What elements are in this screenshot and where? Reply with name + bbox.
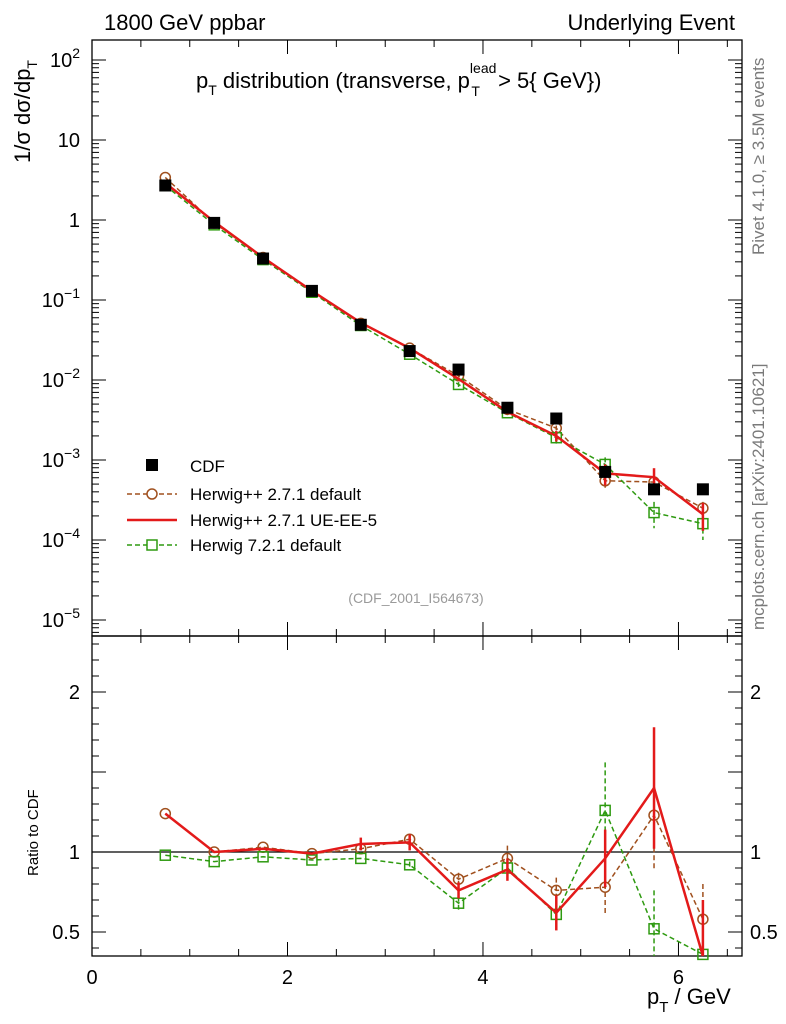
header-right: Underlying Event — [567, 10, 735, 35]
ratio-line-3 — [165, 808, 704, 956]
y-tick-label-ratio-right: 1 — [750, 842, 761, 864]
xlabel-sub: T — [659, 999, 668, 1016]
ratio-point-1 — [159, 807, 172, 820]
y-tick-label-ratio-right: 2 — [750, 682, 761, 704]
axis-ticks: 0 2 4 6 102 10 1 10−1 10−2 10−3 10−4 10−5 0.5 0.5 1 1 2 2 — [42, 40, 778, 989]
main-line-2 — [164, 182, 704, 516]
title-p: p — [196, 68, 208, 93]
cdf-data-point — [501, 401, 514, 414]
x-tick-label: 6 — [673, 967, 684, 989]
main-series — [159, 171, 709, 540]
cdf-data-point — [648, 483, 661, 496]
legend-item-herwigpp-default: Herwig++ 2.7.1 default — [127, 485, 361, 504]
y-tick-label-main: 10−2 — [42, 365, 80, 392]
legend-herwig721-label: Herwig 7.2.1 default — [190, 536, 341, 555]
ratio-point-3 — [208, 855, 220, 868]
legend-item-herwig721: Herwig 7.2.1 default — [127, 536, 341, 555]
legend-cdf-marker — [146, 459, 158, 471]
title-sup-lead: lead — [470, 60, 496, 76]
cdf-data-point — [696, 483, 709, 496]
cdf-data-point — [305, 284, 318, 297]
legend-herwigpp-ueee5-label: Herwig++ 2.7.1 UE-EE-5 — [190, 511, 377, 530]
ratio-panel-frame — [91, 635, 743, 957]
x-tick-label: 4 — [477, 967, 488, 989]
y-tick-label-main: 1 — [69, 210, 80, 232]
cdf-data-point — [550, 412, 563, 425]
x-tick-label: 2 — [282, 967, 293, 989]
main-ylabel-sub: T — [24, 60, 40, 69]
cdf-data-point — [159, 179, 172, 192]
xlabel-rest: / GeV — [668, 984, 731, 1009]
cdf-data-point — [403, 345, 416, 358]
xlabel-p: p — [647, 984, 659, 1009]
main-point-3 — [648, 506, 660, 519]
ratio-point-3 — [159, 849, 172, 861]
ratio-point-3 — [257, 851, 269, 863]
y-tick-label-main: 10−5 — [42, 605, 80, 632]
legend: CDF Herwig++ 2.7.1 default Herwig++ 2.7.… — [127, 457, 377, 555]
main-line-1 — [164, 176, 704, 509]
x-axis-label: pT / GeV — [647, 984, 731, 1016]
header-left: 1800 GeV ppbar — [104, 10, 265, 35]
y-tick-label-ratio-right: 0.5 — [750, 922, 778, 944]
cdf-data-point — [599, 465, 612, 478]
ratio-point-3 — [403, 859, 416, 871]
y-tick-label-main: 10−1 — [42, 285, 80, 312]
legend-herwig721-marker — [146, 539, 158, 551]
legend-herwigpp-default-marker — [146, 488, 158, 500]
legend-item-herwigpp-ueee5: Herwig++ 2.7.1 UE-EE-5 — [127, 511, 377, 530]
title-sub-t: T — [208, 82, 217, 98]
ratio-point-3 — [599, 804, 611, 817]
cdf-data-point — [257, 252, 270, 265]
y-tick-label-ratio: 1 — [69, 842, 80, 864]
ratio-line-2 — [164, 785, 705, 957]
cdf-data-point — [354, 318, 367, 331]
ratio-point-3 — [306, 854, 318, 866]
plot-title: pT distribution (transverse, plead T > 5{… — [196, 60, 601, 99]
y-tick-label-main: 10 — [58, 130, 80, 152]
ratio-line-1 — [164, 813, 704, 920]
y-tick-label-main: 102 — [50, 45, 80, 72]
y-tick-label-ratio: 2 — [69, 682, 80, 704]
legend-item-cdf: CDF — [146, 457, 225, 476]
y-tick-label-main: 10−3 — [42, 445, 80, 472]
analysis-watermark: (CDF_2001_I564673) — [348, 590, 483, 606]
title-mid: distribution (transverse, p — [217, 68, 470, 93]
ratio-point-3 — [355, 852, 367, 865]
main-line-3 — [164, 184, 704, 525]
cdf-data-point — [208, 216, 221, 229]
ratio-point-3 — [648, 923, 660, 935]
main-ylabel: 1/σ dσ/dpT — [10, 60, 40, 163]
title-sub-t2: T — [471, 83, 480, 99]
ratio-ylabel: Ratio to CDF — [25, 789, 42, 876]
main-ylabel-prefix: 1/σ dσ/dp — [10, 69, 35, 163]
legend-herwigpp-default-label: Herwig++ 2.7.1 default — [190, 485, 361, 504]
cdf-data-point — [452, 363, 465, 376]
title-end: > 5{ GeV}) — [492, 68, 601, 93]
rivet-label: Rivet 4.1.0, ≥ 3.5M events — [749, 58, 768, 255]
mcplots-label: mcplots.cern.ch [arXiv:2401.10621] — [749, 364, 768, 630]
y-tick-label-ratio: 0.5 — [52, 922, 80, 944]
y-tick-label-main: 10−4 — [42, 525, 80, 552]
x-tick-label: 0 — [86, 967, 97, 989]
ratio-series — [159, 727, 709, 961]
legend-cdf-label: CDF — [190, 457, 225, 476]
